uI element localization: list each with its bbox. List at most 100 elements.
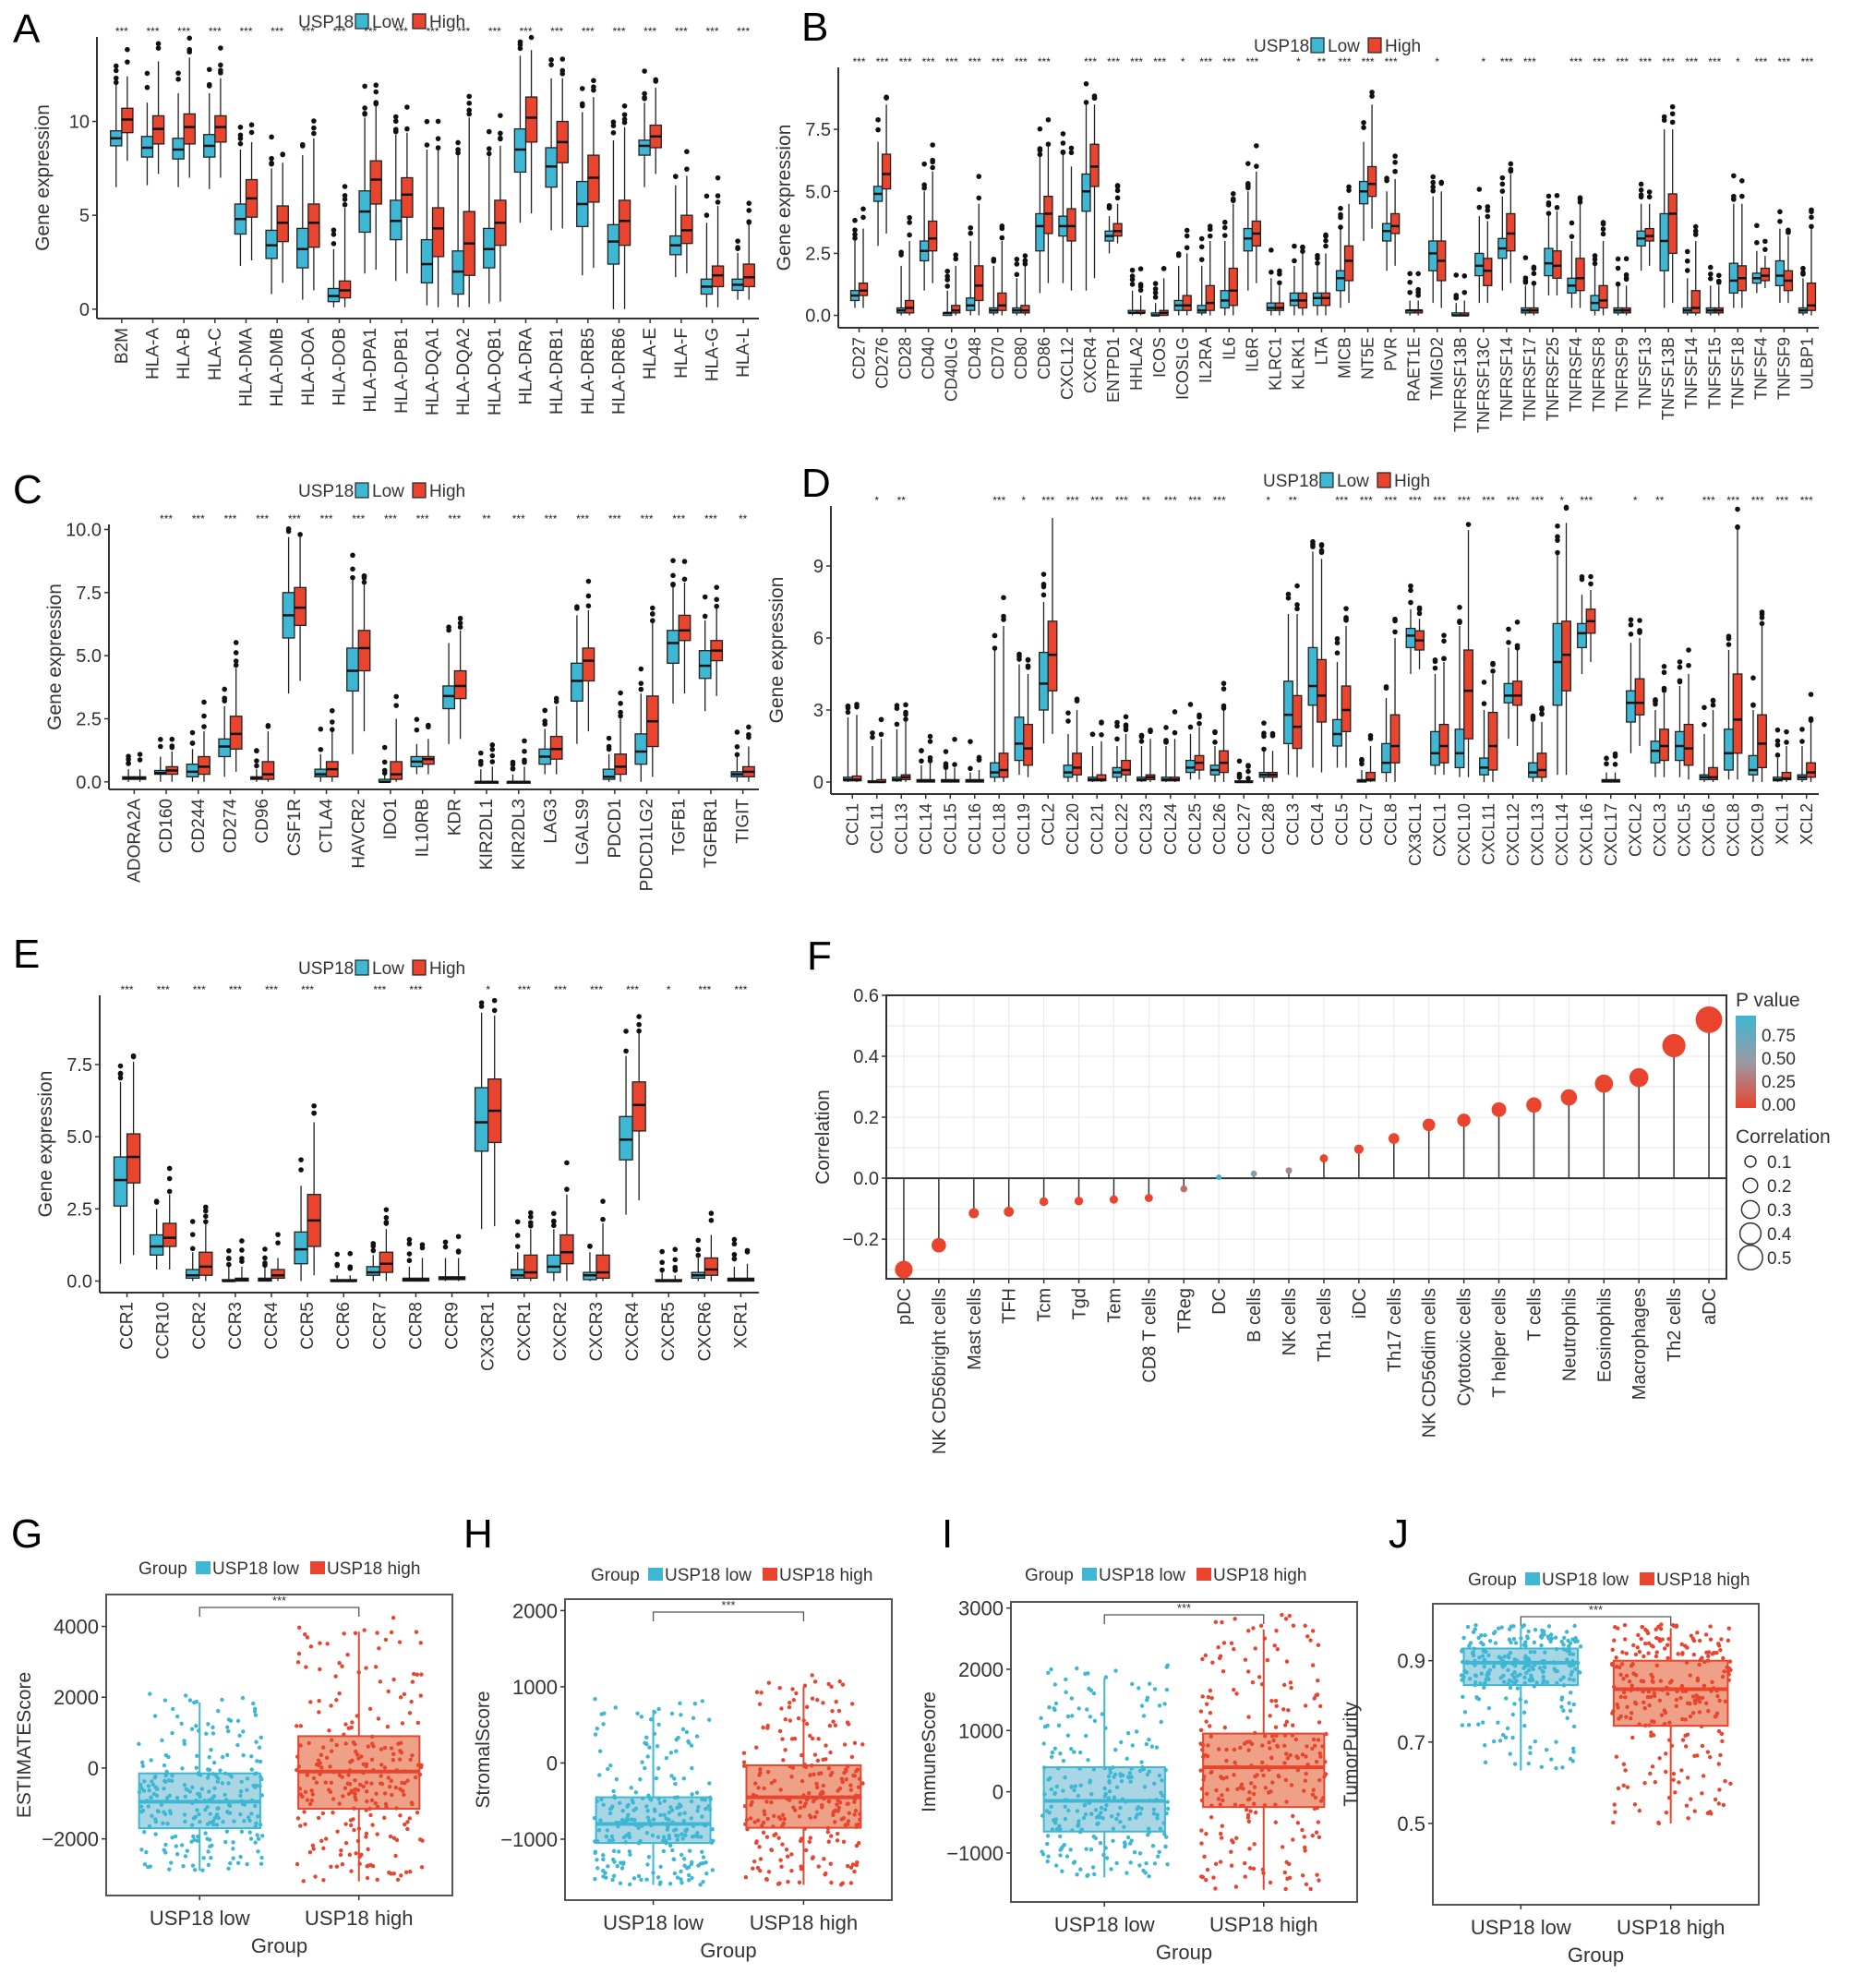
box-high (1112, 183, 1123, 244)
outlier-point (498, 130, 503, 137)
outlier-point (1531, 264, 1537, 271)
jitter-point (1211, 1875, 1216, 1880)
outlier-point (362, 83, 367, 90)
jitter-point (1217, 1655, 1222, 1661)
outlier-point (1040, 572, 1047, 577)
jitter-point (1072, 1787, 1076, 1793)
jitter-point (1528, 1751, 1533, 1755)
outlier-point (870, 734, 875, 740)
jitter-point (646, 1854, 652, 1860)
p-value-colorbar (1736, 1016, 1756, 1108)
outlier-point (311, 1102, 317, 1109)
significance-marker: *** (1800, 55, 1813, 68)
jitter-point (398, 1695, 403, 1700)
jitter-point (1280, 1765, 1284, 1770)
x-tick-label: CD8 T cells (1139, 1288, 1160, 1383)
jitter-point (658, 1812, 663, 1818)
jitter-point (1125, 1835, 1131, 1840)
jitter-point (1624, 1651, 1629, 1656)
jitter-point (1246, 1715, 1251, 1719)
jitter-point (765, 1723, 770, 1728)
jitter-point (1052, 1706, 1056, 1711)
box-high (1043, 116, 1053, 283)
outlier-point (1083, 80, 1089, 87)
jitter-point (203, 1807, 208, 1812)
box-low (1012, 256, 1022, 316)
jitter-point (1246, 1629, 1251, 1633)
jitter-point (679, 1880, 684, 1885)
legend-label-high: USP18 high (779, 1566, 872, 1585)
jitter-point (352, 1827, 356, 1833)
jitter-point (239, 1799, 244, 1803)
outlier-point (1555, 537, 1560, 543)
outlier-point (262, 1255, 268, 1261)
panel-letter: B (801, 5, 828, 50)
jitter-point (860, 1781, 865, 1786)
jitter-point (298, 1743, 303, 1748)
x-tick-label: HLA-DRB1 (547, 328, 567, 415)
outlier-point (695, 1252, 702, 1258)
jitter-point (1061, 1758, 1066, 1763)
jitter-point (1653, 1780, 1658, 1785)
x-tick-label: ULBP1 (1798, 337, 1816, 390)
jitter-point (205, 1775, 210, 1780)
outlier-point (579, 86, 585, 91)
box-high (1170, 709, 1180, 782)
significance-marker: *** (488, 25, 501, 38)
outlier-point (1514, 620, 1521, 625)
jitter-point (1654, 1654, 1659, 1659)
jitter-point (196, 1728, 201, 1733)
outlier-point (1799, 727, 1805, 732)
outlier-point (1774, 752, 1781, 758)
jitter-point (375, 1832, 379, 1836)
jitter-point (1692, 1753, 1697, 1759)
jitter-point (340, 1861, 345, 1867)
jitter-point (856, 1785, 861, 1789)
outlier-point (992, 645, 998, 651)
box-low (1258, 720, 1269, 782)
jitter-point (1118, 1772, 1123, 1776)
jitter-point (324, 1755, 330, 1761)
box-low (282, 526, 295, 694)
jitter-point (1690, 1711, 1696, 1715)
jitter-point (331, 1797, 336, 1801)
jitter-point (1578, 1644, 1583, 1649)
jitter-point (1134, 1729, 1139, 1734)
jitter-point (627, 1849, 632, 1854)
jitter-point (813, 1796, 818, 1801)
jitter-point (830, 1708, 835, 1714)
x-tick-label: CCL18 (990, 803, 1008, 855)
jitter-point (680, 1836, 685, 1841)
outlier-point (1408, 583, 1413, 589)
jitter-point (1721, 1655, 1726, 1661)
outlier-point (1068, 150, 1075, 156)
jitter-point (170, 1730, 174, 1736)
outlier-point (845, 709, 851, 716)
significance-bracket (1103, 1614, 1265, 1624)
jitter-point (1282, 1733, 1288, 1738)
box-high (974, 174, 984, 316)
box-high (1585, 573, 1596, 662)
outlier-point (1294, 606, 1300, 612)
x-tick-label: CCL4 (1308, 803, 1327, 846)
jitter-point (850, 1862, 856, 1867)
outlier-point (585, 578, 592, 584)
x-tick-label: NK cells (1280, 1288, 1300, 1355)
jitter-point (356, 1826, 362, 1831)
outlier-point (1294, 602, 1300, 608)
panel-letter: F (807, 933, 832, 979)
jitter-point (1685, 1732, 1690, 1737)
outlier-point (1261, 720, 1267, 726)
outlier-point (649, 618, 655, 624)
outlier-point (248, 122, 255, 128)
jitter-point (338, 1852, 343, 1858)
legend-label-low: USP18 low (665, 1566, 752, 1585)
jitter-point (1063, 1798, 1067, 1802)
jitter-point (382, 1791, 388, 1796)
jitter-point (307, 1801, 313, 1806)
outlier-point (1065, 710, 1071, 716)
jitter-point (677, 1812, 682, 1817)
jitter-point (772, 1813, 776, 1818)
jitter-point (1220, 1765, 1225, 1770)
box-iqr (1219, 750, 1229, 774)
